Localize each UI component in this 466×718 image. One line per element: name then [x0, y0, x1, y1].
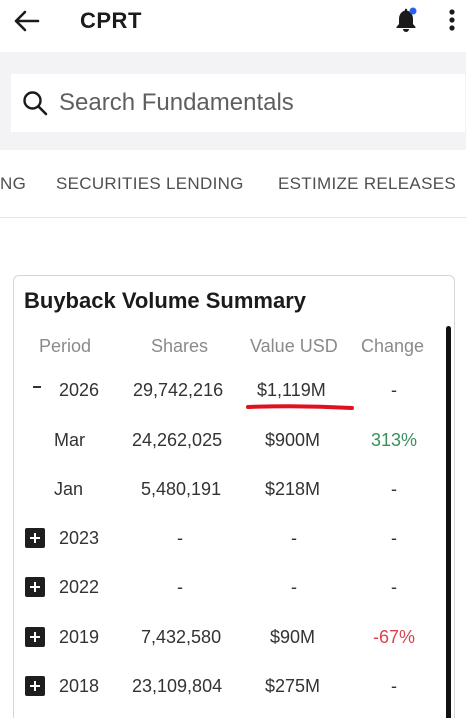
arrow-left-icon [14, 10, 40, 32]
row-value: $1,119M [257, 380, 326, 400]
expand-button[interactable] [25, 627, 45, 647]
page-title: CPRT [80, 8, 142, 33]
search-icon [21, 89, 49, 117]
row-value: $275M [265, 676, 321, 696]
row-change: - [391, 676, 397, 696]
column-header-change: Change [361, 336, 425, 356]
row-shares: 24,262,025 [132, 430, 223, 450]
row-value: $900M [265, 430, 321, 450]
row-change: - [391, 528, 397, 548]
tab-bar: NG SECURITIES LENDING ESTIMIZE RELEASES [0, 150, 466, 218]
row-period: 2019 [59, 627, 100, 647]
row-change: - [391, 380, 397, 400]
search-box[interactable] [11, 74, 465, 132]
row-shares: 23,109,804 [132, 676, 223, 696]
back-button[interactable] [10, 6, 42, 36]
row-period: 2022 [59, 577, 100, 597]
row-shares: 5,480,191 [141, 479, 222, 499]
search-area [0, 52, 466, 150]
expand-button[interactable] [25, 528, 45, 548]
row-change: 313% [371, 430, 418, 450]
bell-icon [396, 7, 417, 32]
card-title: Buyback Volume Summary [24, 288, 307, 313]
expand-button[interactable] [25, 577, 45, 597]
app-header: CPRT [0, 0, 466, 44]
row-change: -67% [373, 627, 416, 647]
more-vertical-icon [449, 9, 455, 31]
column-header-period: Period [39, 336, 92, 356]
tab-securities-lending[interactable]: SECURITIES LENDING [56, 174, 244, 193]
row-value: - [291, 528, 297, 548]
tab-estimize-releases[interactable]: ESTIMIZE RELEASES [278, 174, 456, 193]
more-options-button[interactable] [440, 5, 464, 35]
row-period: Jan [54, 479, 84, 499]
notification-dot [409, 7, 417, 15]
expand-button[interactable] [25, 676, 45, 696]
row-value: - [291, 577, 297, 597]
buyback-volume-card: Buyback Volume Summary Period Shares Val… [13, 275, 455, 718]
row-value: $90M [270, 627, 316, 647]
row-shares: 29,742,216 [133, 380, 224, 400]
row-period: 2018 [59, 676, 100, 696]
notifications-button[interactable] [391, 5, 421, 35]
row-period: 2023 [59, 528, 100, 548]
scrollbar[interactable] [446, 326, 451, 718]
row-shares: - [177, 577, 183, 597]
row-period: Mar [54, 430, 85, 450]
collapse-button[interactable] [31, 376, 45, 396]
column-header-value-usd: Value USD [250, 336, 338, 356]
search-input[interactable] [59, 89, 439, 117]
column-header-shares: Shares [151, 336, 209, 356]
tab-partial[interactable]: NG [0, 174, 27, 193]
row-value: $218M [265, 479, 321, 499]
row-shares: 7,432,580 [141, 627, 222, 647]
row-change: - [391, 479, 397, 499]
row-period: 2026 [59, 380, 100, 400]
annotation-underline [246, 404, 354, 410]
row-shares: - [177, 528, 183, 548]
row-change: - [391, 577, 397, 597]
